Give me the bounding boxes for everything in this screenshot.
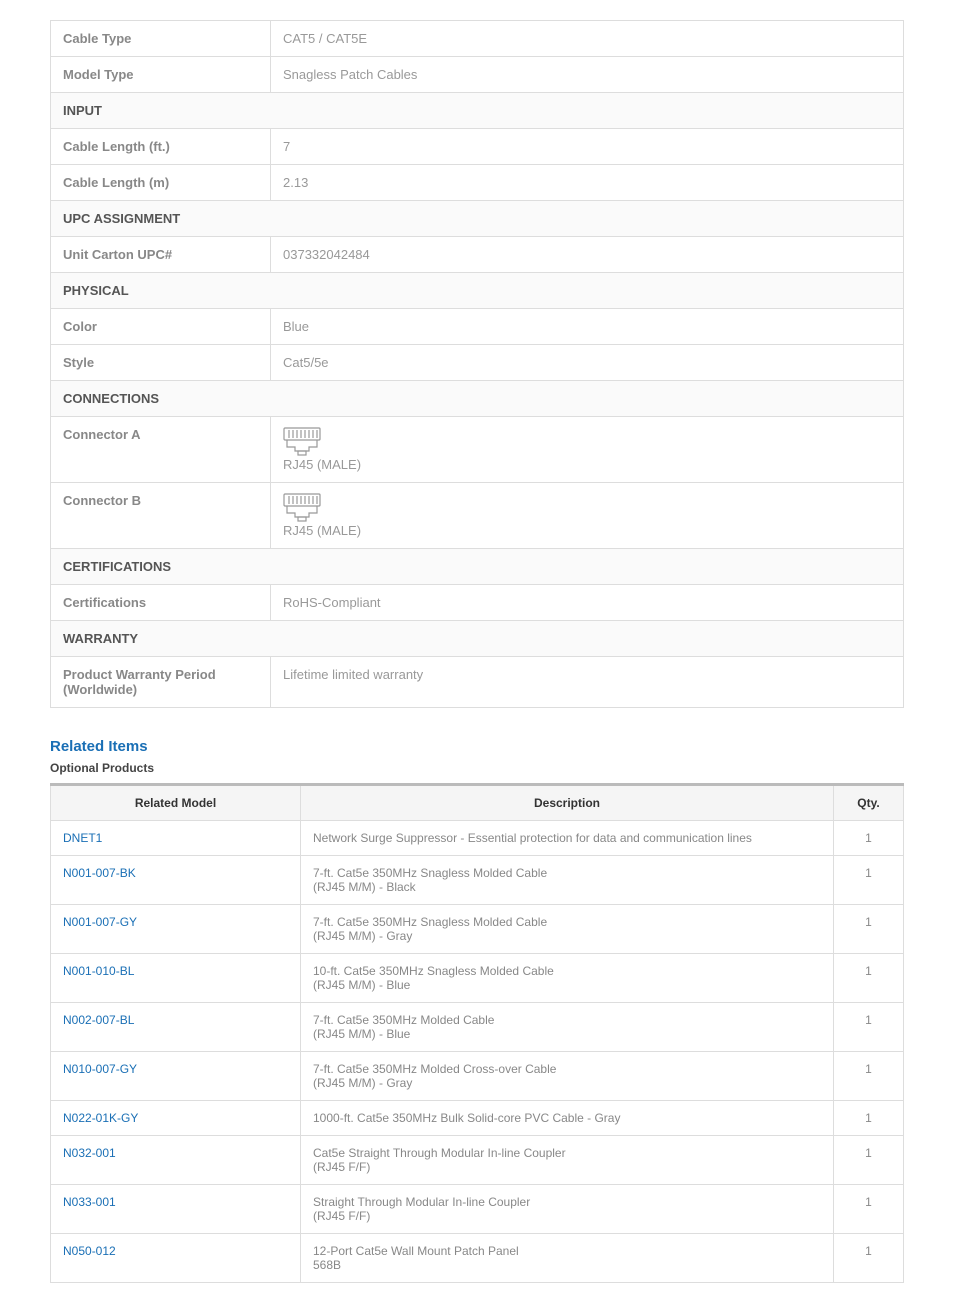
desc-cell: 12-Port Cat5e Wall Mount Patch Panel568B xyxy=(301,1234,834,1283)
spec-value: Lifetime limited warranty xyxy=(271,657,904,708)
desc-cell: Network Surge Suppressor - Essential pro… xyxy=(301,821,834,856)
desc-cell: 7-ft. Cat5e 350MHz Molded Cable(RJ45 M/M… xyxy=(301,1003,834,1052)
desc-cell: 1000-ft. Cat5e 350MHz Bulk Solid-core PV… xyxy=(301,1101,834,1136)
model-link[interactable]: N001-007-BK xyxy=(63,866,136,880)
section-header: INPUT xyxy=(51,93,904,129)
desc-cell: Cat5e Straight Through Modular In-line C… xyxy=(301,1136,834,1185)
spec-label: Cable Type xyxy=(51,21,271,57)
qty-cell: 1 xyxy=(834,1136,904,1185)
qty-cell: 1 xyxy=(834,1101,904,1136)
related-items-table: Related Model Description Qty. DNET1 Netw… xyxy=(50,783,904,1283)
model-cell: N010-007-GY xyxy=(51,1052,301,1101)
spec-label: Cable Length (m) xyxy=(51,165,271,201)
table-row: N002-007-BL 7-ft. Cat5e 350MHz Molded Cab… xyxy=(51,1003,904,1052)
rj45-icon xyxy=(283,427,321,457)
qty-cell: 1 xyxy=(834,856,904,905)
spec-label: Model Type xyxy=(51,57,271,93)
model-link[interactable]: N010-007-GY xyxy=(63,1062,137,1076)
spec-label: Color xyxy=(51,309,271,345)
table-row: N032-001 Cat5e Straight Through Modular I… xyxy=(51,1136,904,1185)
spec-value: Blue xyxy=(271,309,904,345)
table-row: N001-007-GY 7-ft. Cat5e 350MHz Snagless M… xyxy=(51,905,904,954)
qty-cell: 1 xyxy=(834,1234,904,1283)
spec-value: RJ45 (MALE) xyxy=(271,483,904,549)
qty-cell: 1 xyxy=(834,821,904,856)
spec-label: Product Warranty Period (Worldwide) xyxy=(51,657,271,708)
model-cell: N001-007-GY xyxy=(51,905,301,954)
model-cell: N033-001 xyxy=(51,1185,301,1234)
model-cell: N050-012 xyxy=(51,1234,301,1283)
optional-products-label: Optional Products xyxy=(50,761,904,775)
section-header: PHYSICAL xyxy=(51,273,904,309)
qty-cell: 1 xyxy=(834,1052,904,1101)
spec-label: Cable Length (ft.) xyxy=(51,129,271,165)
connector-label: RJ45 (MALE) xyxy=(283,457,361,472)
qty-cell: 1 xyxy=(834,1003,904,1052)
spec-label: Unit Carton UPC# xyxy=(51,237,271,273)
desc-cell: Straight Through Modular In-line Coupler… xyxy=(301,1185,834,1234)
desc-cell: 10-ft. Cat5e 350MHz Snagless Molded Cabl… xyxy=(301,954,834,1003)
spec-value: CAT5 / CAT5E xyxy=(271,21,904,57)
qty-cell: 1 xyxy=(834,905,904,954)
spec-value: Cat5/5e xyxy=(271,345,904,381)
model-link[interactable]: N033-001 xyxy=(63,1195,116,1209)
spec-label: Style xyxy=(51,345,271,381)
table-row: N033-001 Straight Through Modular In-line… xyxy=(51,1185,904,1234)
related-items-heading: Related Items xyxy=(50,738,904,755)
model-cell: N002-007-BL xyxy=(51,1003,301,1052)
spec-value: 2.13 xyxy=(271,165,904,201)
col-header-model: Related Model xyxy=(51,785,301,821)
connector-label: RJ45 (MALE) xyxy=(283,523,361,538)
table-row: DNET1 Network Surge Suppressor - Essentia… xyxy=(51,821,904,856)
spec-value: 037332042484 xyxy=(271,237,904,273)
col-header-qty: Qty. xyxy=(834,785,904,821)
desc-cell: 7-ft. Cat5e 350MHz Snagless Molded Cable… xyxy=(301,905,834,954)
section-header: UPC ASSIGNMENT xyxy=(51,201,904,237)
model-link[interactable]: N032-001 xyxy=(63,1146,116,1160)
model-link[interactable]: N050-012 xyxy=(63,1244,116,1258)
spec-table: Cable TypeCAT5 / CAT5EModel TypeSnagless… xyxy=(50,20,904,708)
desc-cell: 7-ft. Cat5e 350MHz Snagless Molded Cable… xyxy=(301,856,834,905)
model-cell: N001-010-BL xyxy=(51,954,301,1003)
spec-label: Connector B xyxy=(51,483,271,549)
spec-label: Connector A xyxy=(51,417,271,483)
rj45-icon xyxy=(283,493,321,523)
model-link[interactable]: DNET1 xyxy=(63,831,102,845)
model-link[interactable]: N022-01K-GY xyxy=(63,1111,138,1125)
qty-cell: 1 xyxy=(834,954,904,1003)
spec-value: Snagless Patch Cables xyxy=(271,57,904,93)
spec-value: 7 xyxy=(271,129,904,165)
table-row: N001-007-BK 7-ft. Cat5e 350MHz Snagless M… xyxy=(51,856,904,905)
table-row: N010-007-GY 7-ft. Cat5e 350MHz Molded Cro… xyxy=(51,1052,904,1101)
model-cell: DNET1 xyxy=(51,821,301,856)
model-cell: N032-001 xyxy=(51,1136,301,1185)
model-cell: N001-007-BK xyxy=(51,856,301,905)
table-row: N001-010-BL 10-ft. Cat5e 350MHz Snagless … xyxy=(51,954,904,1003)
spec-label: Certifications xyxy=(51,585,271,621)
table-row: N022-01K-GY 1000-ft. Cat5e 350MHz Bulk So… xyxy=(51,1101,904,1136)
section-header: WARRANTY xyxy=(51,621,904,657)
desc-cell: 7-ft. Cat5e 350MHz Molded Cross-over Cab… xyxy=(301,1052,834,1101)
section-header: CONNECTIONS xyxy=(51,381,904,417)
model-link[interactable]: N001-010-BL xyxy=(63,964,134,978)
spec-value: RJ45 (MALE) xyxy=(271,417,904,483)
model-link[interactable]: N002-007-BL xyxy=(63,1013,134,1027)
model-link[interactable]: N001-007-GY xyxy=(63,915,137,929)
table-row: N050-012 12-Port Cat5e Wall Mount Patch P… xyxy=(51,1234,904,1283)
section-header: CERTIFICATIONS xyxy=(51,549,904,585)
qty-cell: 1 xyxy=(834,1185,904,1234)
col-header-desc: Description xyxy=(301,785,834,821)
spec-value: RoHS-Compliant xyxy=(271,585,904,621)
model-cell: N022-01K-GY xyxy=(51,1101,301,1136)
